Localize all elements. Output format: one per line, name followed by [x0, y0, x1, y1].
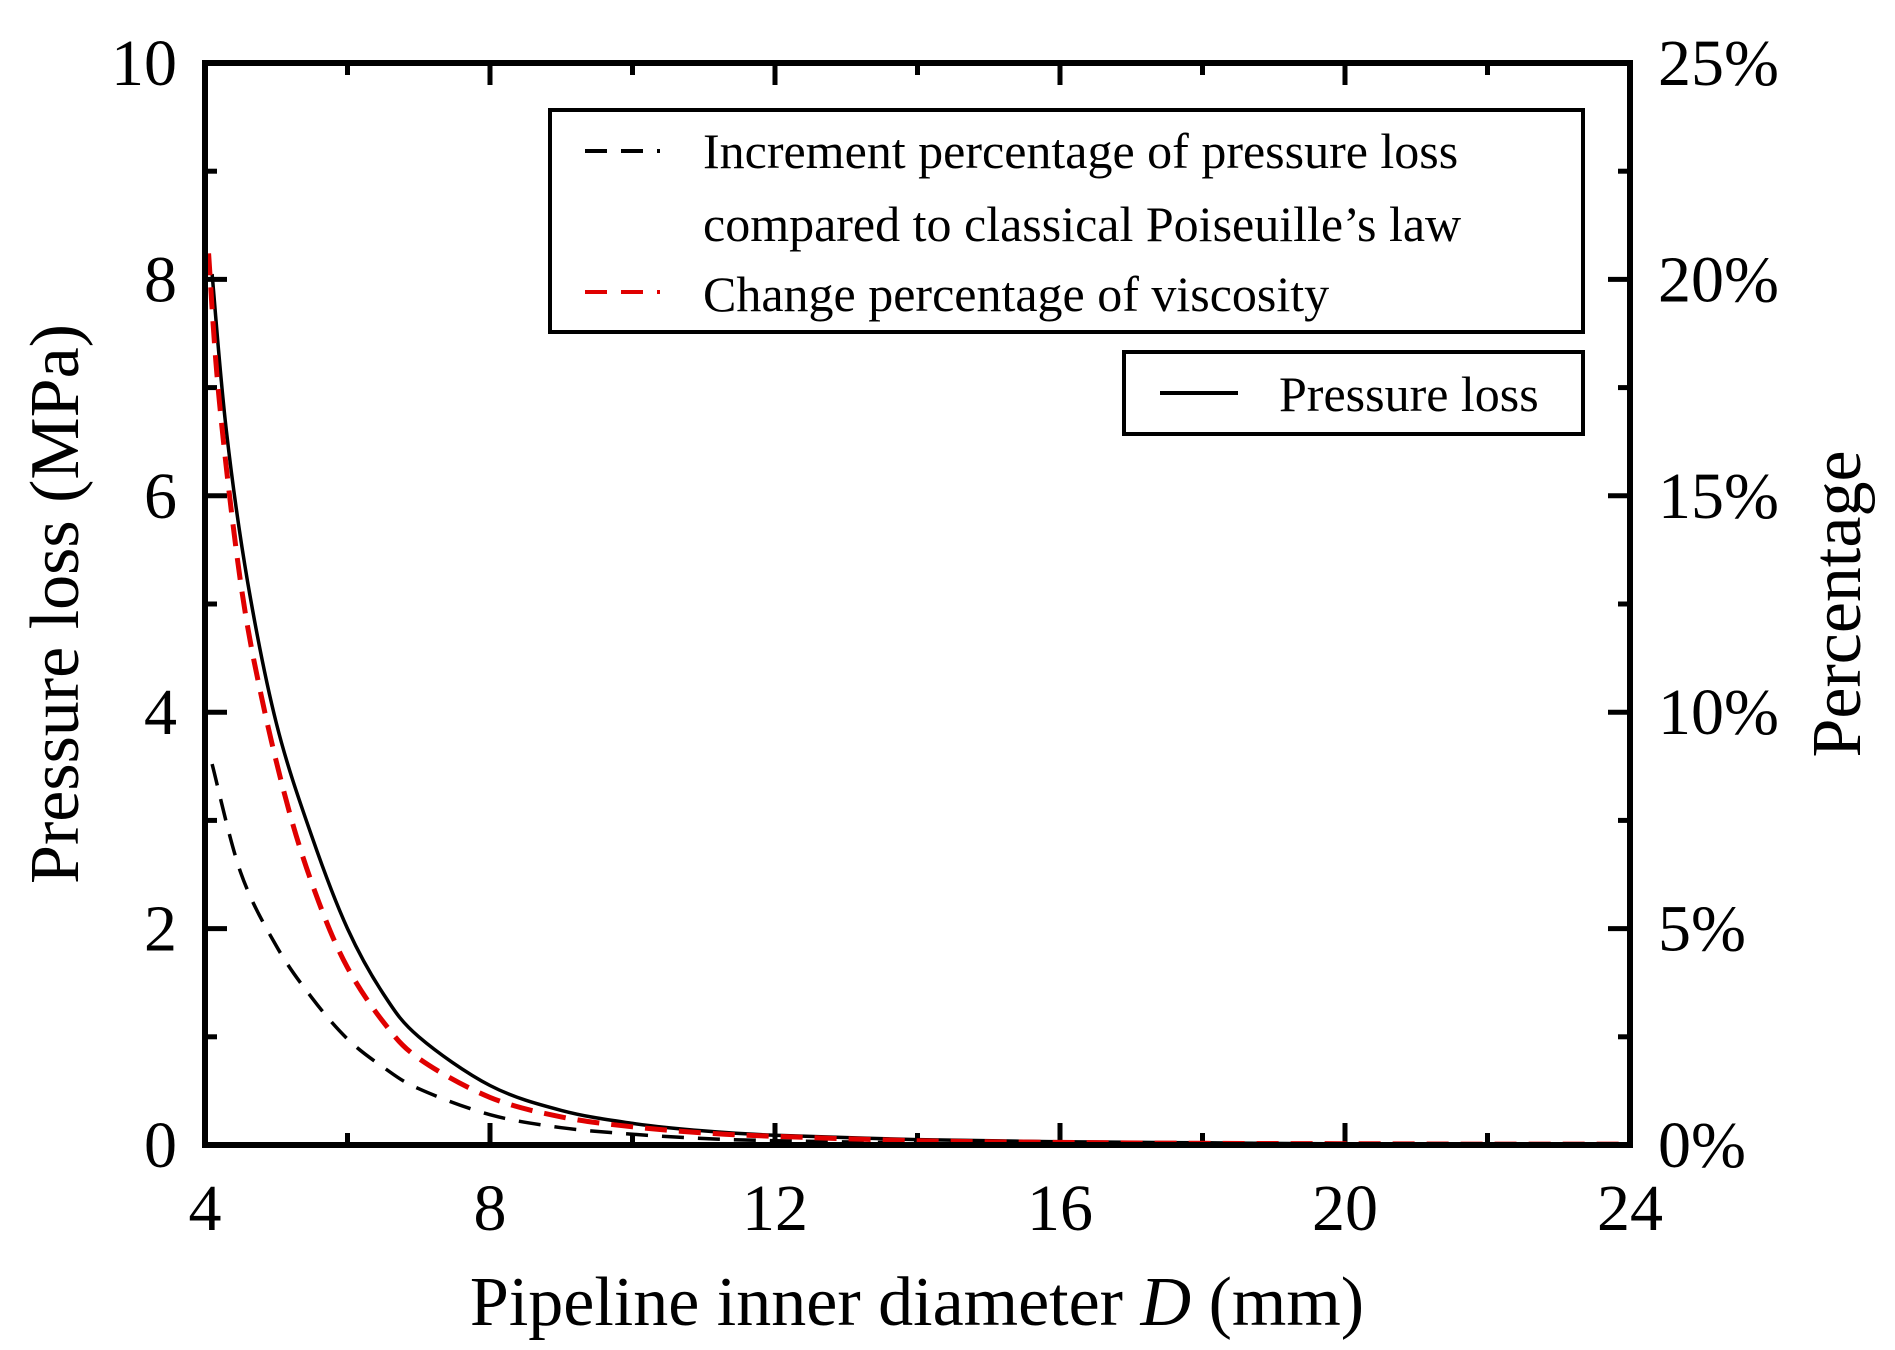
legend-label-increment-line1: Increment percentage of pressure loss: [703, 123, 1458, 179]
y-axis-right-title: Percentage: [1799, 450, 1876, 757]
x-axis-title: Pipeline inner diameter D (mm): [470, 1264, 1364, 1341]
x-tick-label: 20: [1312, 1172, 1378, 1245]
x-tick-label: 4: [189, 1172, 222, 1245]
legend-box-pressure: Pressure loss: [1122, 350, 1585, 436]
y-right-tick-label: 15%: [1658, 460, 1779, 533]
series-viscosity-change: [206, 253, 1631, 1147]
y-right-tick-label: 10%: [1658, 676, 1779, 749]
y-right-tick-label: 5%: [1658, 893, 1746, 966]
y-left-tick-label: 10: [111, 27, 177, 100]
y-right-tick-label: 20%: [1658, 243, 1779, 316]
x-axis-title-var: D: [1140, 1264, 1192, 1341]
series-increment-percentage: [210, 763, 1630, 1147]
y-left-tick-label: 6: [144, 460, 177, 533]
legend-label-increment-line2: compared to classical Poiseuille’s law: [703, 196, 1461, 252]
y-left-tick-label: 4: [144, 676, 177, 749]
y-axis-left-title: Pressure loss (MPa): [17, 324, 94, 884]
legend-label-pressure-loss: Pressure loss: [1279, 366, 1539, 422]
y-right-tick-label: 25%: [1658, 27, 1779, 100]
x-tick-label: 8: [474, 1172, 507, 1245]
legend-box-percent: Increment percentage of pressure loss co…: [548, 108, 1585, 334]
y-left-tick-label: 0: [144, 1109, 177, 1182]
legend-label-viscosity: Change percentage of viscosity: [703, 266, 1329, 322]
y-left-tick-label: 8: [144, 243, 177, 316]
x-axis-title-suffix: (mm): [1191, 1264, 1364, 1341]
y-right-tick-label: 0%: [1658, 1109, 1746, 1182]
legend-frame-percent: [548, 108, 1585, 334]
y-left-tick-label: 2: [144, 893, 177, 966]
x-tick-label: 24: [1597, 1172, 1663, 1245]
x-axis-title-prefix: Pipeline inner diameter: [470, 1264, 1141, 1341]
x-tick-label: 12: [742, 1172, 808, 1245]
x-tick-label: 16: [1027, 1172, 1093, 1245]
plot-frame: [202, 60, 1633, 1148]
